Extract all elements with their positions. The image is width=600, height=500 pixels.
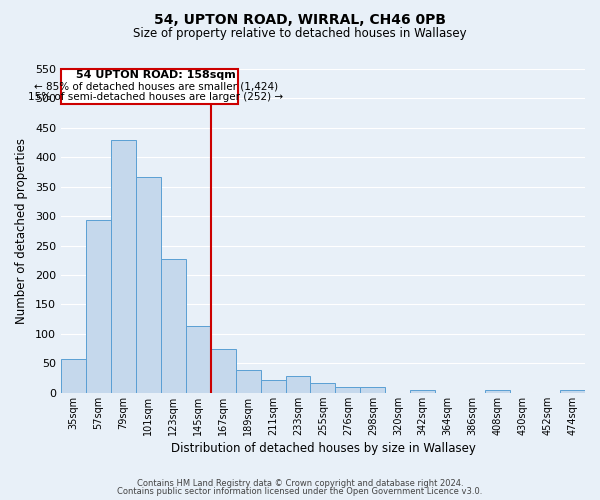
Bar <box>236 370 260 393</box>
Bar <box>86 220 111 393</box>
Bar <box>136 176 161 393</box>
Y-axis label: Number of detached properties: Number of detached properties <box>15 138 28 324</box>
Bar <box>335 387 361 393</box>
Bar <box>286 376 310 393</box>
Bar <box>211 348 236 393</box>
Text: Contains HM Land Registry data © Crown copyright and database right 2024.: Contains HM Land Registry data © Crown c… <box>137 478 463 488</box>
Text: Contains public sector information licensed under the Open Government Licence v3: Contains public sector information licen… <box>118 487 482 496</box>
Text: ← 85% of detached houses are smaller (1,424): ← 85% of detached houses are smaller (1,… <box>34 82 278 92</box>
Bar <box>161 259 186 393</box>
Text: Size of property relative to detached houses in Wallasey: Size of property relative to detached ho… <box>133 28 467 40</box>
Bar <box>560 390 585 393</box>
Text: 15% of semi-detached houses are larger (252) →: 15% of semi-detached houses are larger (… <box>28 92 283 102</box>
Bar <box>111 140 136 393</box>
Bar <box>310 383 335 393</box>
Bar <box>186 326 211 393</box>
Bar <box>485 390 510 393</box>
Text: 54 UPTON ROAD: 158sqm: 54 UPTON ROAD: 158sqm <box>76 70 236 80</box>
Bar <box>410 390 435 393</box>
Bar <box>361 387 385 393</box>
Bar <box>61 69 238 104</box>
X-axis label: Distribution of detached houses by size in Wallasey: Distribution of detached houses by size … <box>170 442 475 455</box>
Text: 54, UPTON ROAD, WIRRAL, CH46 0PB: 54, UPTON ROAD, WIRRAL, CH46 0PB <box>154 12 446 26</box>
Bar <box>61 359 86 393</box>
Bar <box>260 380 286 393</box>
